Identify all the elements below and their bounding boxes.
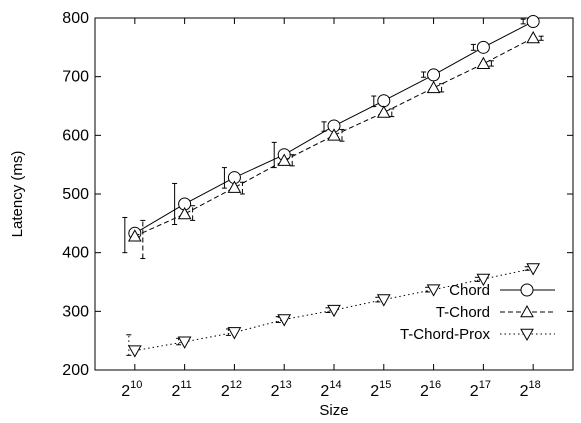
legend-marker (520, 304, 534, 318)
data-point (476, 273, 491, 287)
data-point (227, 180, 242, 193)
data-point (376, 294, 391, 307)
x-tick-label: 211 (171, 379, 191, 400)
data-point (327, 304, 341, 318)
series-t-chord (134, 35, 544, 260)
y-tick-label: 500 (62, 186, 89, 203)
data-point (476, 40, 490, 54)
data-point (526, 263, 541, 276)
series-line (134, 37, 534, 237)
legend-label: Chord (449, 282, 490, 299)
legend-label: T-Chord-Prox (400, 326, 491, 343)
legend: Chord T-Chord T-Chord-Prox (400, 282, 555, 343)
data-point (376, 105, 391, 118)
y-tick-label: 800 (62, 10, 89, 27)
plot-frame (94, 17, 574, 371)
data-point (127, 229, 142, 242)
data-point (476, 56, 491, 70)
data-point (426, 80, 441, 94)
x-tick-label: 212 (221, 379, 242, 400)
data-point (377, 94, 391, 108)
x-tick-label: 215 (370, 379, 391, 400)
data-point (127, 345, 142, 358)
y-tick-label: 700 (62, 69, 89, 86)
x-axis-label: Size (319, 402, 348, 419)
legend-marker (520, 283, 534, 297)
y-tick-label: 400 (62, 245, 89, 262)
data-point (177, 206, 192, 220)
y-axis-label: Latency (ms) (9, 151, 26, 238)
y-tick-label: 300 (62, 303, 89, 320)
legend-marker (520, 328, 534, 342)
data-point (177, 336, 192, 349)
data-point (227, 327, 242, 340)
legend-label: T-Chord (436, 304, 490, 321)
data-point (277, 153, 292, 166)
x-tick-label: 210 (121, 379, 142, 400)
data-point (327, 128, 341, 141)
data-point (426, 284, 441, 297)
x-tick-label: 214 (320, 379, 341, 400)
y-tick-label: 200 (62, 362, 89, 379)
data-point (427, 68, 441, 82)
y-tick-label: 600 (62, 127, 89, 144)
x-tick-label: 213 (271, 379, 292, 400)
x-tick-label: 218 (520, 379, 541, 400)
x-tick-label: 216 (420, 379, 441, 400)
x-tick-label: 217 (470, 379, 491, 400)
data-point (526, 15, 540, 29)
data-point (526, 30, 541, 44)
data-point (277, 314, 292, 327)
